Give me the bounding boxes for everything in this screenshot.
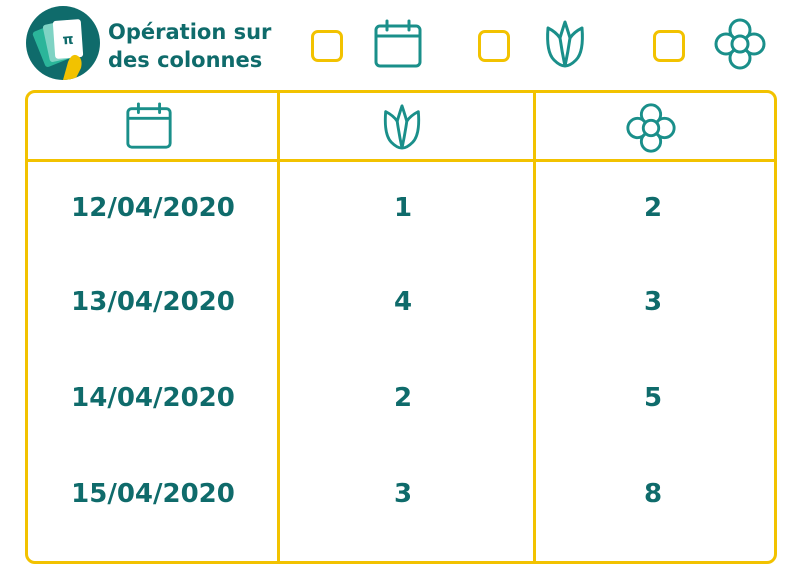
cell-flowers: 3 [643, 287, 663, 317]
cell-tulips: 4 [393, 287, 413, 317]
column-divider [533, 93, 536, 561]
cell-tulips: 3 [393, 479, 413, 509]
title-line-1: Opération sur [108, 20, 272, 44]
cell-flowers: 5 [643, 383, 663, 413]
column-header-calendar-icon [124, 101, 174, 155]
calendar-checkbox[interactable] [311, 30, 343, 62]
cell-date: 14/04/2020 [71, 383, 235, 413]
title-line-2: des colonnes [108, 48, 263, 72]
flower-checkbox[interactable] [653, 30, 685, 62]
data-table: 12/04/2020 1 2 13/04/2020 4 3 14/04/2020… [25, 90, 777, 564]
cell-date: 15/04/2020 [71, 479, 235, 509]
cell-tulips: 2 [393, 383, 413, 413]
column-divider [277, 93, 280, 561]
tulip-icon [540, 18, 590, 74]
tulip-checkbox[interactable] [478, 30, 510, 62]
header-divider [28, 159, 774, 162]
cell-date: 12/04/2020 [71, 193, 235, 223]
page-title: Opération sur des colonnes [108, 18, 271, 74]
cell-date: 13/04/2020 [71, 287, 235, 317]
cell-tulips: 1 [393, 193, 413, 223]
calendar-icon [372, 18, 424, 74]
app-logo: π [26, 6, 100, 80]
flower-icon [712, 16, 768, 76]
cards-hand-icon: π [32, 19, 84, 80]
svg-text:π: π [62, 32, 74, 49]
column-header-tulip-icon [378, 101, 426, 157]
column-header-flower-icon [624, 101, 678, 159]
cell-flowers: 8 [643, 479, 663, 509]
cell-flowers: 2 [643, 193, 663, 223]
